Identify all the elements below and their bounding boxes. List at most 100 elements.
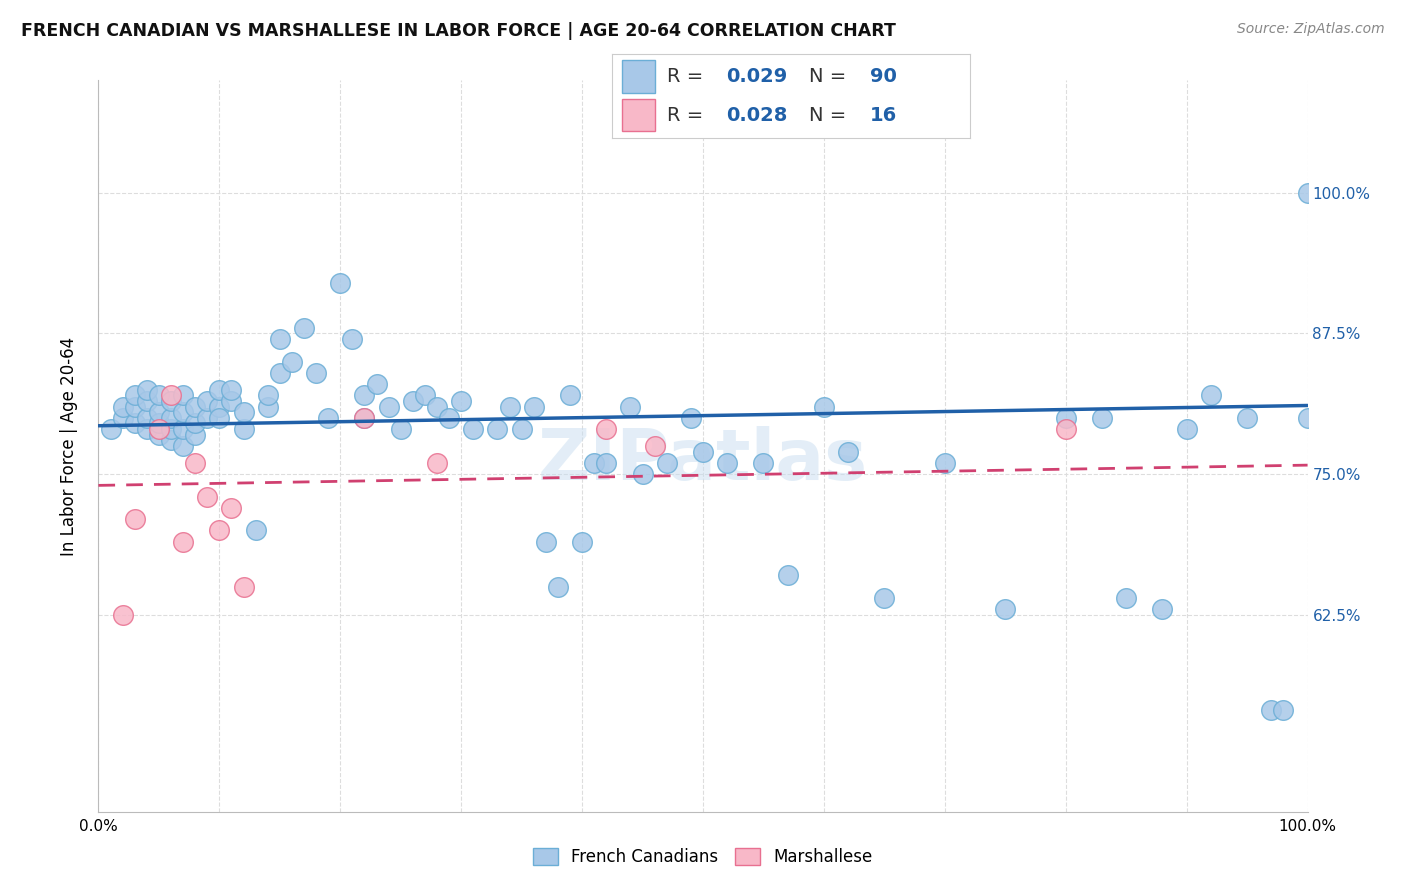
Point bbox=[644, 439, 666, 453]
Point bbox=[463, 422, 485, 436]
Point bbox=[692, 444, 714, 458]
FancyBboxPatch shape bbox=[623, 61, 655, 93]
Point bbox=[148, 422, 170, 436]
Point bbox=[366, 377, 388, 392]
Point bbox=[124, 400, 146, 414]
Point bbox=[148, 405, 170, 419]
Point bbox=[316, 410, 339, 425]
Text: Source: ZipAtlas.com: Source: ZipAtlas.com bbox=[1237, 22, 1385, 37]
Point bbox=[413, 388, 436, 402]
Point bbox=[595, 456, 617, 470]
Text: 90: 90 bbox=[870, 67, 897, 86]
Text: N =: N = bbox=[808, 67, 852, 86]
Point bbox=[510, 422, 533, 436]
Point bbox=[148, 417, 170, 431]
Point bbox=[426, 456, 449, 470]
Point bbox=[595, 422, 617, 436]
Point bbox=[184, 427, 207, 442]
Point bbox=[377, 400, 399, 414]
Text: R =: R = bbox=[668, 106, 710, 125]
Point bbox=[1054, 410, 1077, 425]
Point bbox=[389, 422, 412, 436]
Point bbox=[679, 410, 702, 425]
Point bbox=[172, 534, 194, 549]
Point bbox=[486, 422, 509, 436]
Point bbox=[353, 410, 375, 425]
Point bbox=[160, 394, 183, 409]
Point bbox=[256, 400, 278, 414]
Point bbox=[148, 388, 170, 402]
Point bbox=[160, 410, 183, 425]
Point bbox=[124, 417, 146, 431]
Point bbox=[1115, 591, 1137, 605]
Point bbox=[353, 410, 375, 425]
Point bbox=[160, 422, 183, 436]
Point bbox=[221, 383, 243, 397]
FancyBboxPatch shape bbox=[623, 99, 655, 131]
Point bbox=[269, 332, 291, 346]
Point bbox=[111, 410, 134, 425]
Point bbox=[583, 456, 606, 470]
Point bbox=[208, 400, 231, 414]
Point bbox=[172, 439, 194, 453]
Point bbox=[547, 580, 569, 594]
Point bbox=[426, 400, 449, 414]
Text: ZIPatlas: ZIPatlas bbox=[538, 426, 868, 495]
Point bbox=[135, 422, 157, 436]
Point bbox=[1199, 388, 1222, 402]
Point bbox=[292, 321, 315, 335]
Point bbox=[281, 354, 304, 368]
Point bbox=[184, 417, 207, 431]
Y-axis label: In Labor Force | Age 20-64: In Labor Force | Age 20-64 bbox=[59, 336, 77, 556]
Point bbox=[437, 410, 460, 425]
Point bbox=[195, 410, 218, 425]
Point bbox=[716, 456, 738, 470]
Point bbox=[402, 394, 425, 409]
Point bbox=[571, 534, 593, 549]
Point bbox=[994, 602, 1017, 616]
Point bbox=[934, 456, 956, 470]
Point bbox=[208, 383, 231, 397]
Point bbox=[1296, 410, 1319, 425]
Text: N =: N = bbox=[808, 106, 852, 125]
Point bbox=[195, 490, 218, 504]
Point bbox=[135, 394, 157, 409]
Point bbox=[353, 388, 375, 402]
Point bbox=[124, 512, 146, 526]
Point bbox=[329, 276, 352, 290]
Point bbox=[232, 405, 254, 419]
Point bbox=[1054, 422, 1077, 436]
Point bbox=[1091, 410, 1114, 425]
Point bbox=[221, 500, 243, 515]
Point bbox=[450, 394, 472, 409]
Point bbox=[256, 388, 278, 402]
Point bbox=[184, 456, 207, 470]
Point bbox=[1175, 422, 1198, 436]
Point bbox=[124, 388, 146, 402]
Point bbox=[232, 422, 254, 436]
Point bbox=[1260, 703, 1282, 717]
Point bbox=[245, 524, 267, 538]
Point bbox=[208, 524, 231, 538]
Point bbox=[184, 400, 207, 414]
Point bbox=[1236, 410, 1258, 425]
Point bbox=[837, 444, 859, 458]
Point bbox=[135, 383, 157, 397]
Point bbox=[1152, 602, 1174, 616]
Legend: French Canadians, Marshallese: French Canadians, Marshallese bbox=[526, 841, 880, 873]
Point bbox=[655, 456, 678, 470]
Point bbox=[160, 388, 183, 402]
Point bbox=[523, 400, 546, 414]
Point bbox=[619, 400, 641, 414]
Point bbox=[1272, 703, 1295, 717]
Point bbox=[135, 410, 157, 425]
Point bbox=[558, 388, 581, 402]
Point bbox=[172, 388, 194, 402]
Point bbox=[498, 400, 520, 414]
Point bbox=[752, 456, 775, 470]
Point bbox=[1296, 186, 1319, 200]
Point bbox=[160, 434, 183, 448]
Point bbox=[221, 394, 243, 409]
Point bbox=[873, 591, 896, 605]
Text: R =: R = bbox=[668, 67, 710, 86]
